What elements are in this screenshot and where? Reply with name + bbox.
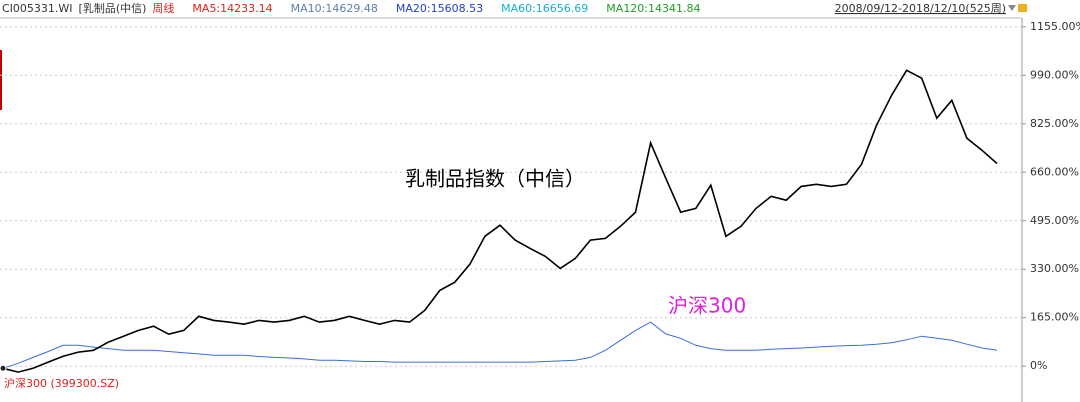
y-tick-label: 1155.00% (1030, 20, 1080, 33)
y-tick-label: 0% (1030, 359, 1047, 372)
footer-label: 沪深300 (399300.SZ) (4, 376, 119, 390)
date-range: 2008/09/12-2018/12/10(525周) (835, 2, 1006, 15)
y-tick-label: 165.00% (1030, 311, 1079, 324)
y-tick-label: 330.00% (1030, 262, 1079, 275)
annotation: 乳制品指数（中信） (405, 167, 585, 191)
series-line (2, 321, 998, 369)
dropdown-icon[interactable] (1008, 5, 1016, 11)
start-marker (0, 364, 7, 372)
left-marker (0, 50, 2, 110)
series-line (2, 69, 998, 373)
y-tick-label: 495.00% (1030, 214, 1079, 227)
header-item: 周线 (152, 1, 174, 15)
header-item: CI005331.WI (2, 2, 73, 15)
header-item: [乳制品(中信) (79, 2, 147, 15)
annotation: 沪深300 (668, 294, 746, 318)
y-tick-label: 990.00% (1030, 68, 1079, 81)
y-tick-label: 660.00% (1030, 165, 1079, 178)
header-item: MA5:14233.14 (192, 2, 272, 15)
lock-icon[interactable] (1018, 4, 1027, 12)
header-item: MA120:14341.84 (606, 2, 700, 15)
header-item: MA60:16656.69 (501, 2, 588, 15)
header-item: MA20:15608.53 (396, 2, 483, 15)
header-item: MA10:14629.48 (291, 2, 378, 15)
y-tick-label: 825.00% (1030, 117, 1079, 130)
